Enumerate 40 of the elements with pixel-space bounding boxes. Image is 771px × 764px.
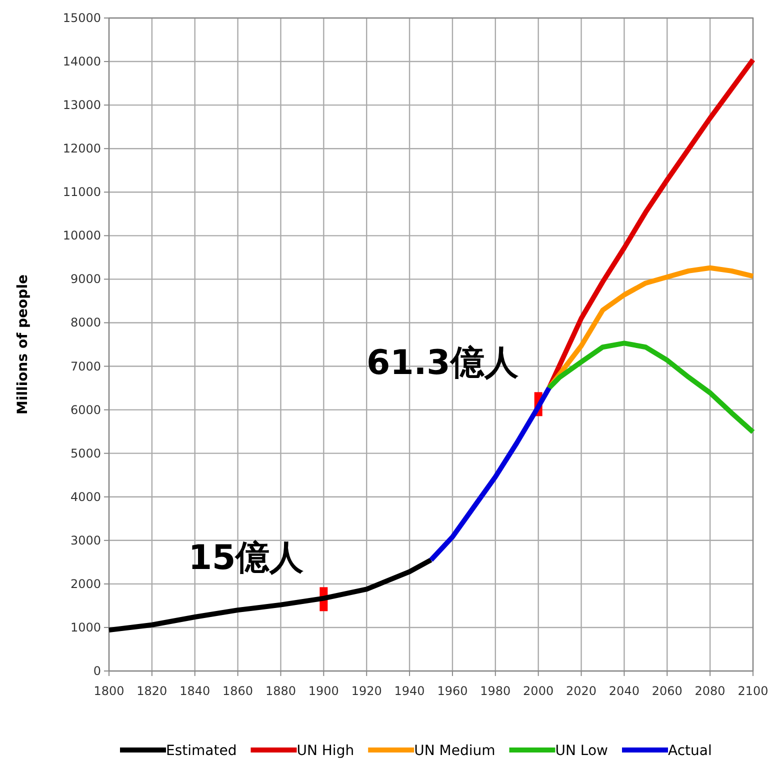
- x-tick-label: 1860: [222, 684, 254, 698]
- x-tick-label: 2000: [523, 684, 554, 698]
- y-tick-label: 12000: [62, 142, 101, 156]
- x-tick-label: 1920: [351, 684, 382, 698]
- x-tick-label: 1840: [180, 684, 210, 698]
- x-tick-label: 1960: [437, 684, 468, 698]
- y-tick-label: 3000: [70, 533, 101, 548]
- y-tick-label: 0: [93, 664, 101, 678]
- x-tick-label: 1980: [480, 684, 511, 698]
- y-tick-label: 11000: [62, 185, 101, 200]
- x-tick-label: 2080: [694, 684, 726, 698]
- y-tick-label: 9000: [70, 272, 101, 286]
- y-tick-label: 1000: [70, 620, 101, 634]
- y-tick-label: 14000: [62, 54, 101, 69]
- x-tick-label: 1940: [394, 684, 425, 698]
- x-tick-label: 2020: [566, 684, 597, 698]
- legend-label: Estimated: [166, 743, 237, 759]
- y-tick-label: 4000: [70, 490, 101, 504]
- y-tick-label: 2000: [70, 576, 101, 591]
- x-tick-label: 1900: [308, 684, 339, 698]
- y-tick-label: 8000: [70, 316, 101, 330]
- x-tick-label: 2040: [608, 684, 640, 698]
- x-tick-label: 1800: [94, 684, 124, 698]
- x-tick-label: 2060: [652, 684, 682, 698]
- y-tick-label: 7000: [70, 359, 101, 374]
- legend-label: Actual: [668, 743, 712, 759]
- y-tick-label: 15000: [62, 11, 101, 25]
- x-tick-label: 2100: [738, 684, 768, 698]
- x-tick-label: 1820: [136, 684, 168, 698]
- y-axis-title: Millions of people: [15, 274, 31, 414]
- x-tick-label: 1880: [265, 684, 296, 698]
- annotation: 61.3億人: [366, 343, 520, 384]
- legend-label: UN High: [296, 743, 354, 759]
- y-tick-label: 5000: [70, 446, 101, 460]
- legend-label: UN Low: [555, 743, 608, 759]
- y-tick-label: 6000: [70, 402, 101, 417]
- y-tick-label: 10000: [62, 228, 101, 243]
- legend-label: UN Medium: [414, 743, 496, 759]
- y-tick-label: 13000: [62, 98, 101, 112]
- annotation: 15億人: [188, 538, 305, 578]
